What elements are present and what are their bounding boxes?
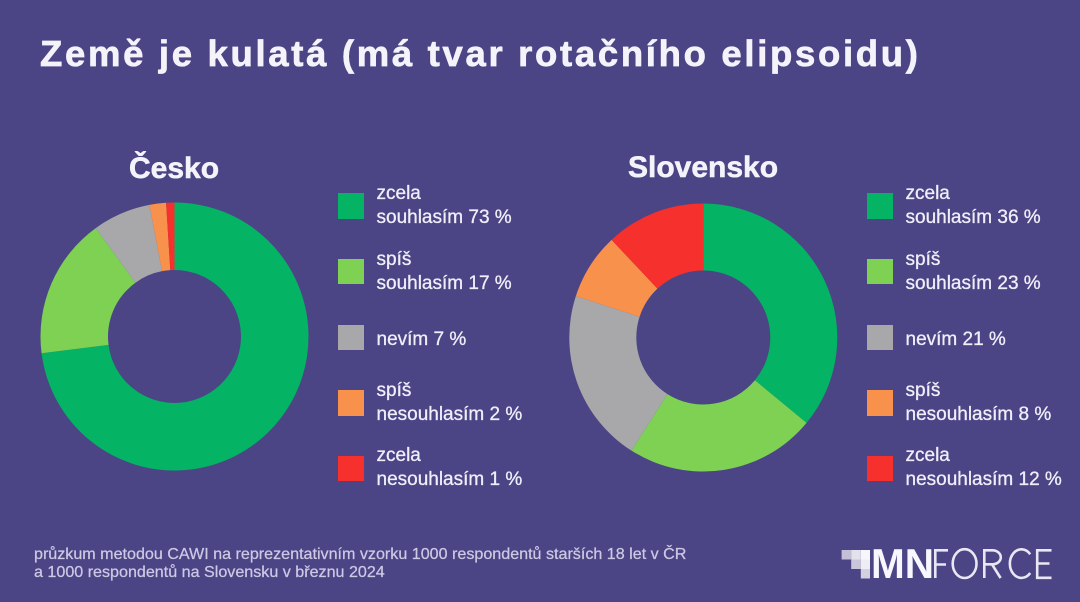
svg-text:MN: MN <box>871 540 934 587</box>
